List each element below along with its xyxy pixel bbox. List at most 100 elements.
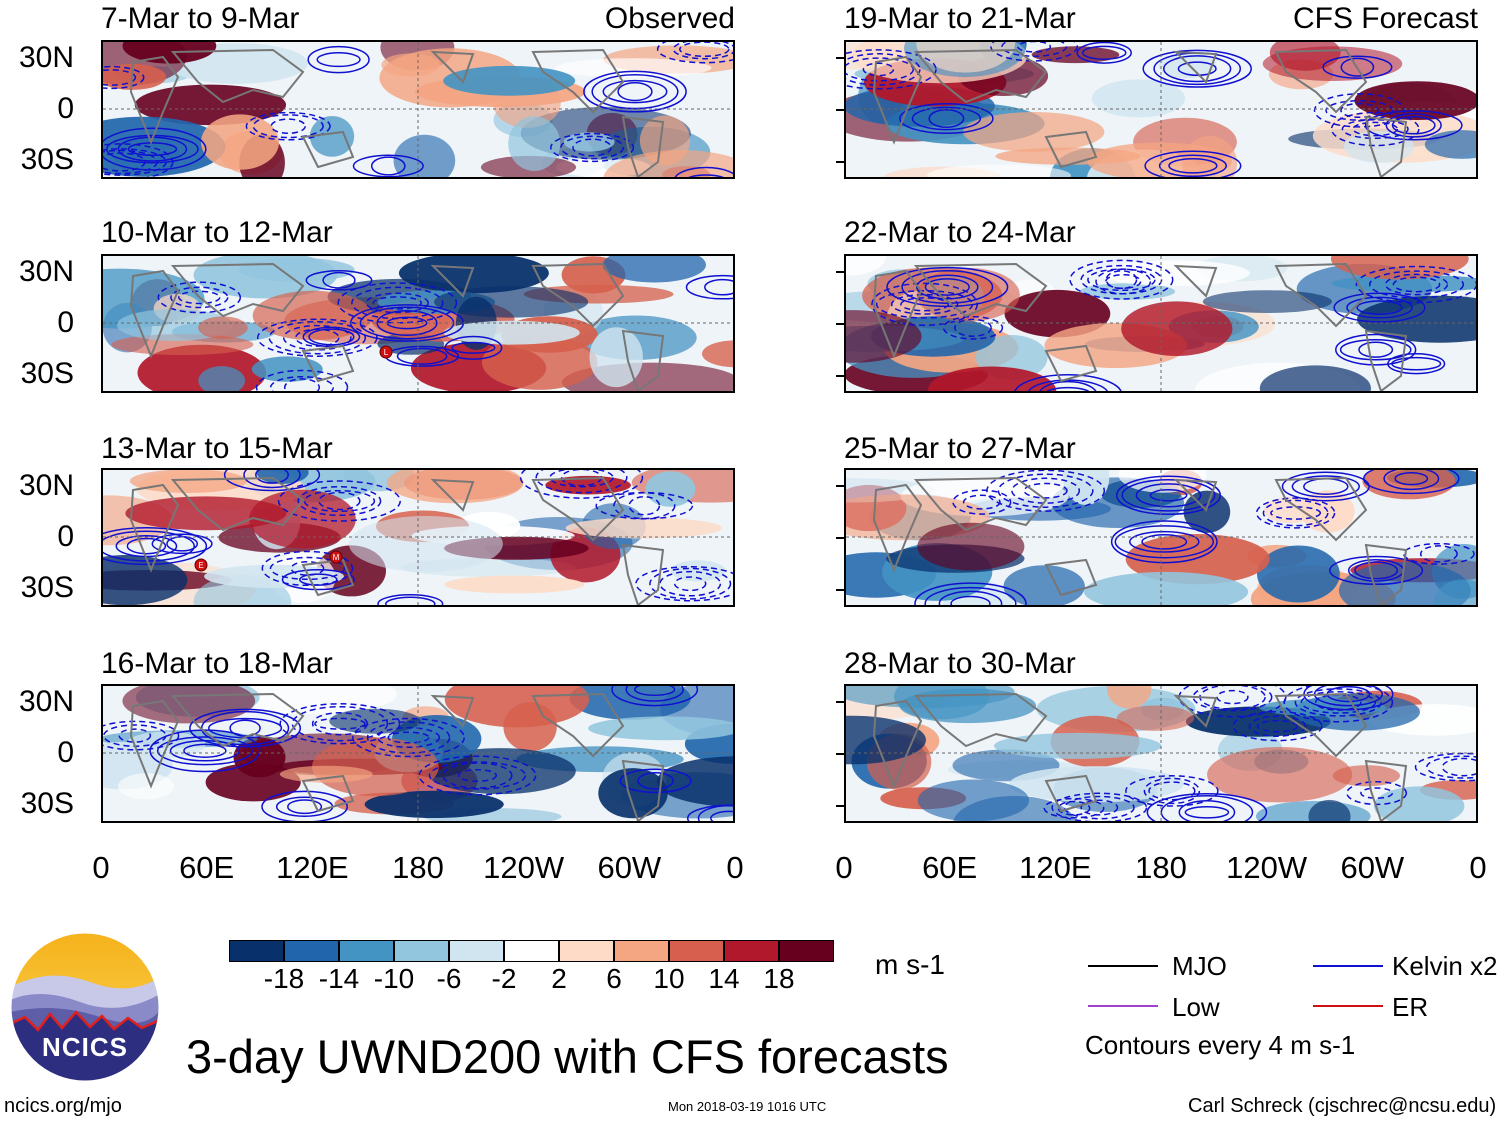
legend-line	[1088, 965, 1158, 967]
legend-label: Low	[1172, 992, 1220, 1022]
ncics-logo: NCICS	[10, 932, 160, 1082]
wind-anomaly-blob	[1106, 686, 1152, 709]
kelvin-contour	[1414, 752, 1476, 782]
coastline	[913, 692, 1048, 748]
kelvin-contour	[1080, 799, 1119, 816]
lat-tick-label: 30N	[18, 469, 74, 502]
coastline	[1173, 264, 1218, 298]
kelvin-contour	[385, 596, 436, 605]
kelvin-contour	[277, 480, 401, 522]
kelvin-contour	[1291, 475, 1360, 498]
colorbar-swatch	[724, 940, 779, 962]
site-link[interactable]: ncics.org/mjo	[4, 1095, 122, 1117]
kelvin-contour	[1363, 470, 1460, 495]
wind-anomaly-blob	[1259, 365, 1371, 391]
lat-tick	[836, 271, 844, 273]
kelvin-contour	[659, 570, 722, 597]
wind-anomaly-blob	[639, 115, 691, 166]
wind-anomaly-blob	[1116, 705, 1195, 731]
kelvin-contour	[270, 118, 306, 135]
kelvin-contour	[686, 804, 733, 821]
coastline	[531, 262, 625, 328]
colorbar-swatch	[229, 940, 284, 962]
kelvin-contour	[1114, 525, 1215, 559]
kelvin-contour	[1063, 795, 1135, 820]
kelvin-contour	[1163, 55, 1232, 83]
map-panel	[844, 40, 1478, 179]
kelvin-contour	[103, 149, 158, 175]
kelvin-contour	[418, 755, 537, 796]
wind-anomaly-blob	[1207, 747, 1353, 803]
kelvin-contour	[1110, 520, 1218, 564]
kelvin-contour	[1115, 475, 1222, 516]
kelvin-contour	[1023, 482, 1068, 499]
kelvin-contour	[862, 62, 895, 77]
kelvin-contour	[1141, 533, 1188, 550]
lat-tick-label: 30N	[18, 685, 74, 718]
colorbar-tick-label: -6	[436, 963, 462, 994]
wind-anomaly-blob	[125, 496, 287, 531]
wind-anomaly-blob	[1003, 565, 1085, 605]
kelvin-contour	[1027, 379, 1108, 391]
wind-anomaly-blob	[645, 471, 696, 507]
kelvin-contour	[151, 533, 213, 555]
kelvin-contour	[189, 708, 302, 748]
lon-tick-label: 60W	[597, 850, 662, 885]
coastline	[1173, 694, 1218, 728]
kelvin-contour	[1355, 265, 1476, 304]
kelvin-contour	[1046, 386, 1090, 391]
kelvin-contour	[303, 489, 376, 513]
kelvin-contour	[1178, 799, 1236, 821]
kelvin-contour	[282, 324, 352, 351]
wind-anomaly-blob	[386, 470, 524, 504]
kelvin-contour	[950, 595, 991, 605]
coastline	[301, 130, 355, 169]
wind-anomaly-blob	[1374, 786, 1465, 821]
map-panel	[844, 684, 1478, 823]
kelvin-contour	[704, 278, 733, 296]
kelvin-contour	[1356, 300, 1403, 315]
colorbar-swatch	[449, 940, 504, 962]
coastline	[430, 50, 475, 84]
wind-anomaly-blob	[348, 516, 503, 572]
kelvin-contour	[372, 296, 423, 310]
coastline	[1044, 558, 1098, 597]
kelvin-contour	[1294, 688, 1382, 717]
wind-anomaly-blob	[249, 489, 356, 549]
wind-anomaly-blob	[927, 366, 1057, 391]
kelvin-contour	[1256, 719, 1299, 733]
kelvin-contour	[283, 378, 321, 391]
lat-tick	[836, 57, 844, 59]
kelvin-contour	[457, 768, 498, 783]
lon-tick-label: 0	[835, 850, 853, 885]
kelvin-contour	[1339, 338, 1412, 361]
kelvin-contour	[1391, 356, 1442, 371]
wind-anomaly-blob	[1118, 470, 1207, 493]
kelvin-contour	[1329, 555, 1424, 586]
colorbar-swatch	[559, 940, 614, 962]
kelvin-contour	[924, 278, 970, 296]
kelvin-contour	[637, 771, 674, 790]
kelvin-contour	[269, 556, 346, 581]
legend-line	[1313, 1005, 1383, 1007]
coastline	[430, 694, 475, 728]
coastline	[1364, 115, 1408, 177]
kelvin-contour	[1335, 333, 1417, 366]
logo-text: NCICS	[42, 1032, 128, 1062]
kelvin-contour	[352, 717, 465, 758]
kelvin-contour	[1039, 380, 1097, 391]
kelvin-contour	[928, 108, 965, 129]
kelvin-contour	[183, 743, 227, 758]
coastline	[129, 483, 180, 573]
kelvin-contour	[952, 489, 1012, 515]
panel-title: 28-Mar to 30-Mar	[844, 647, 1076, 680]
wind-anomaly-blob	[1084, 571, 1249, 605]
kelvin-contour	[875, 289, 974, 319]
lat-tick-label: 0	[57, 736, 74, 769]
kelvin-contour	[376, 726, 441, 749]
kelvin-contour	[673, 576, 707, 592]
wind-anomaly-blob	[1202, 290, 1332, 313]
kelvin-contour	[1149, 489, 1188, 502]
lat-tick-label: 0	[57, 520, 74, 553]
